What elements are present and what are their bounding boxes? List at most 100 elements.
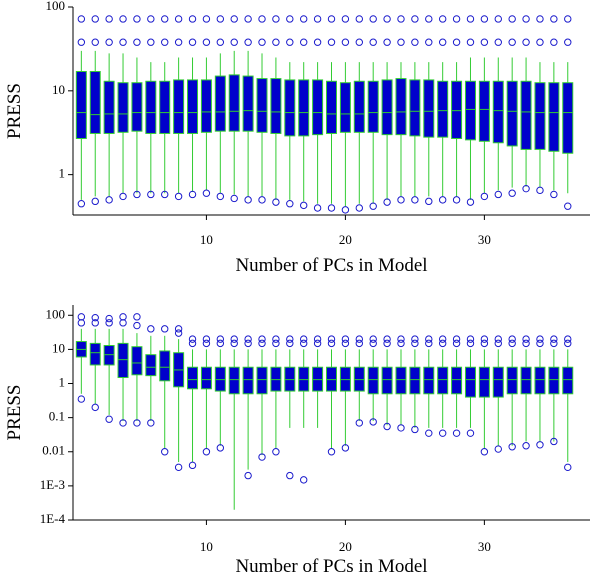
outlier	[272, 339, 280, 348]
outlier	[77, 319, 86, 327]
box	[159, 80, 171, 134]
box	[548, 366, 560, 395]
outlier	[536, 441, 544, 449]
outlier	[425, 429, 433, 437]
outlier	[133, 321, 141, 330]
outlier	[272, 15, 280, 23]
box	[367, 366, 379, 395]
outlier	[397, 38, 405, 46]
outlier	[425, 38, 433, 46]
outlier	[411, 339, 419, 348]
outlier	[466, 15, 475, 23]
panel: 1E-4 1E-3 0.01 0.1 1 10 100 10 20 30 Number of PCs…	[4, 305, 590, 577]
outlier	[202, 335, 211, 343]
outlier	[244, 196, 252, 204]
box	[200, 79, 212, 133]
outlier	[188, 339, 197, 348]
box	[506, 80, 518, 147]
outlier	[244, 339, 252, 348]
outlier	[355, 15, 363, 23]
outlier	[313, 339, 322, 348]
outlier	[258, 453, 266, 461]
outlier	[494, 445, 502, 453]
box	[409, 79, 421, 137]
outlier	[286, 471, 294, 480]
outlier	[161, 38, 169, 46]
box	[89, 71, 101, 134]
outlier	[550, 339, 558, 348]
box	[131, 82, 143, 132]
box	[478, 80, 490, 142]
outlier	[272, 38, 280, 46]
outlier	[286, 339, 294, 348]
box	[534, 366, 546, 395]
outlier	[550, 190, 558, 199]
outlier	[383, 335, 391, 343]
box	[381, 366, 393, 395]
outlier	[508, 443, 516, 451]
x-tick-label: 30	[478, 232, 491, 247]
outlier	[286, 38, 294, 46]
box	[200, 366, 212, 390]
box	[173, 79, 185, 134]
outlier	[480, 335, 489, 343]
outlier	[466, 429, 475, 437]
outlier	[77, 395, 86, 403]
outlier	[133, 313, 141, 321]
outlier	[300, 201, 308, 210]
outlier	[91, 15, 99, 23]
outlier	[355, 38, 363, 46]
outlier	[480, 339, 489, 348]
box	[367, 80, 379, 133]
box	[464, 366, 476, 398]
outlier	[438, 196, 447, 204]
box	[242, 366, 254, 395]
box	[451, 366, 463, 395]
outlier	[425, 15, 433, 23]
outlier	[202, 339, 211, 348]
outlier	[313, 15, 322, 23]
outlier	[425, 197, 433, 206]
outlier	[119, 319, 127, 327]
box	[520, 80, 532, 150]
outlier	[188, 335, 197, 343]
outlier	[494, 15, 502, 23]
outlier	[216, 192, 225, 201]
outlier	[119, 38, 127, 46]
outlier	[174, 192, 183, 201]
outlier	[383, 15, 391, 23]
outlier	[272, 335, 280, 343]
outlier	[244, 15, 252, 23]
outlier	[494, 190, 502, 199]
outlier	[522, 15, 530, 23]
box	[270, 78, 282, 134]
outlier	[438, 335, 447, 343]
outlier	[466, 38, 475, 46]
outlier	[327, 448, 336, 456]
box	[117, 82, 129, 133]
outlier	[564, 335, 572, 343]
outlier	[300, 476, 308, 484]
outlier	[550, 15, 558, 23]
outlier	[105, 196, 113, 204]
outlier	[536, 38, 544, 46]
outlier	[452, 38, 461, 46]
box	[187, 366, 199, 390]
outlier	[188, 38, 197, 46]
outlier	[369, 202, 377, 210]
outlier	[188, 190, 197, 199]
outlier	[369, 335, 377, 343]
outlier	[550, 437, 558, 446]
x-tick-label: 20	[339, 232, 352, 247]
outlier	[216, 15, 225, 23]
outlier	[105, 38, 113, 46]
box	[395, 366, 407, 395]
y-tick-label: 1E-3	[40, 477, 65, 492]
box	[562, 366, 574, 395]
box	[256, 78, 268, 133]
outlier	[286, 15, 294, 23]
box	[214, 75, 226, 132]
outlier	[522, 38, 530, 46]
outlier	[258, 38, 266, 46]
outlier	[327, 38, 336, 46]
